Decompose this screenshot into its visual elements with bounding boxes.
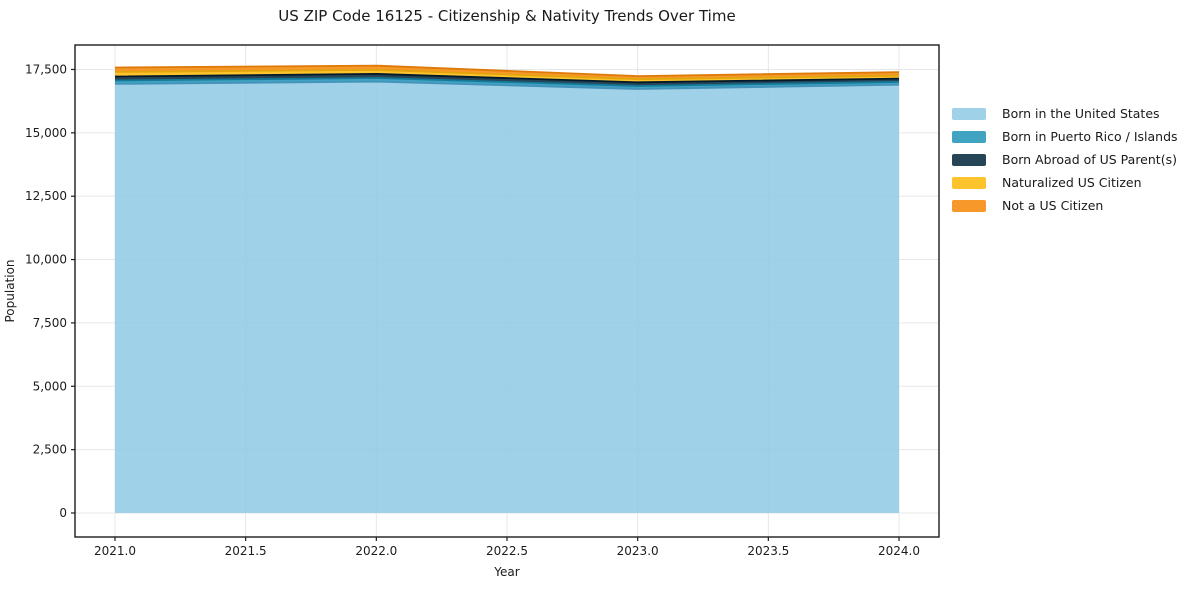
- area-layers: [114, 64, 900, 513]
- chart-title: US ZIP Code 16125 - Citizenship & Nativi…: [278, 7, 736, 25]
- x-tick-label: 2022.0: [355, 544, 397, 558]
- y-tick-label: 5,000: [33, 379, 67, 393]
- legend-label: Born in the United States: [1002, 106, 1160, 121]
- legend-item: Naturalized US Citizen: [952, 175, 1178, 190]
- legend-swatch: [952, 199, 986, 212]
- x-tick-label: 2023.5: [747, 544, 789, 558]
- legend-label: Naturalized US Citizen: [1002, 175, 1142, 190]
- legend-label: Not a US Citizen: [1002, 198, 1104, 213]
- legend-swatch: [952, 153, 986, 166]
- legend-item: Not a US Citizen: [952, 198, 1178, 213]
- y-tick-label: 12,500: [25, 189, 67, 203]
- legend-item: Born Abroad of US Parent(s): [952, 152, 1178, 167]
- area-edge-line: [114, 69, 900, 81]
- area-layer: [115, 81, 899, 513]
- area-edge-line: [114, 80, 900, 90]
- area-edge-line: [114, 64, 900, 77]
- tick-marks: [71, 68, 900, 541]
- legend-swatch: [952, 130, 986, 143]
- tick-labels: 2021.0 2021.5 2022.0 2022.5 2023.0 2023.5 2024…: [25, 62, 920, 558]
- y-tick-label: 10,000: [25, 253, 67, 267]
- area-layer: [115, 73, 899, 86]
- y-tick-label: 15,000: [25, 126, 67, 140]
- y-axis-label: Population: [3, 259, 17, 322]
- x-tick-label: 2024.0: [878, 544, 920, 558]
- area-edge-line: [114, 77, 900, 87]
- legend-label: Born Abroad of US Parent(s): [1002, 152, 1177, 167]
- legend-swatch: [952, 176, 986, 189]
- chart-legend: Born in the United States Born in Puerto …: [952, 106, 1178, 213]
- x-tick-label: 2022.5: [486, 544, 528, 558]
- x-axis-label: Year: [494, 565, 520, 579]
- legend-label: Born in Puerto Rico / Islands: [1002, 129, 1178, 144]
- y-tick-label: 7,500: [33, 316, 67, 330]
- area-edge-line: [114, 73, 900, 84]
- x-tick-label: 2021.5: [225, 544, 267, 558]
- legend-item: Born in the United States: [952, 106, 1178, 121]
- x-tick-label: 2023.0: [617, 544, 659, 558]
- legend-swatch: [952, 107, 986, 120]
- y-tick-label: 2,500: [33, 443, 67, 457]
- y-tick-label: 0: [59, 506, 67, 520]
- y-tick-label: 17,500: [25, 62, 67, 76]
- area-layer: [115, 78, 899, 89]
- legend-item: Born in Puerto Rico / Islands: [952, 129, 1178, 144]
- x-tick-label: 2021.0: [94, 544, 136, 558]
